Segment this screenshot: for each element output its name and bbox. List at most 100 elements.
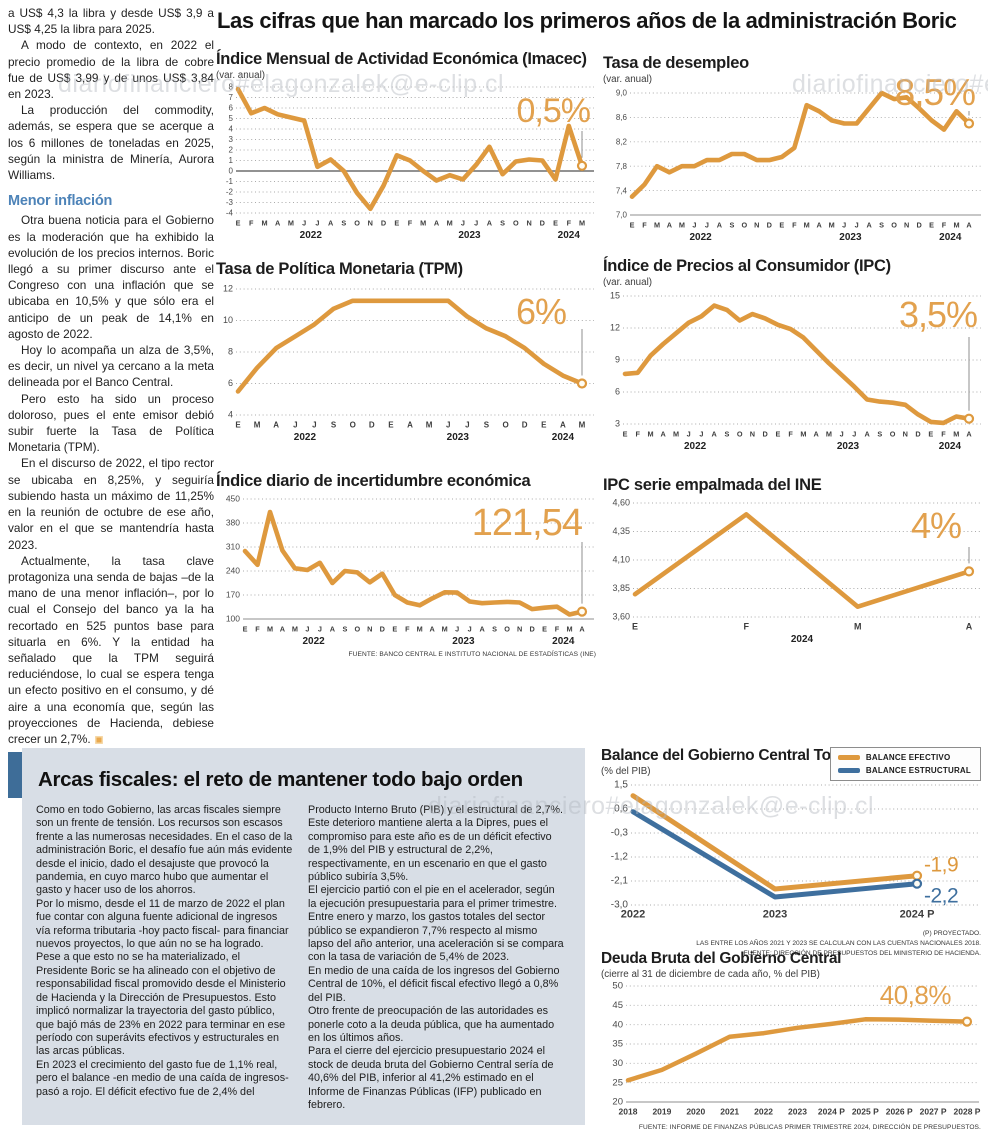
svg-text:M: M — [647, 429, 653, 438]
svg-text:N: N — [904, 220, 909, 229]
chart-value-callout: 6% — [515, 291, 567, 332]
svg-text:A: A — [273, 420, 279, 429]
legend-item: BALANCE EFECTIVO — [837, 753, 971, 762]
svg-text:4: 4 — [228, 410, 233, 420]
svg-text:J: J — [446, 420, 450, 429]
svg-text:A: A — [479, 624, 485, 633]
svg-text:S: S — [331, 420, 337, 429]
svg-text:M: M — [854, 621, 862, 631]
chart-subtitle: (% del PIB) — [601, 765, 651, 777]
svg-text:2020: 2020 — [686, 1106, 705, 1116]
svg-text:M: M — [579, 218, 585, 227]
chart-title: IPC serie empalmada del INE — [603, 476, 822, 494]
svg-text:F: F — [635, 429, 640, 438]
article-paragraph: Pero esto ha sido un proceso doloroso, p… — [8, 391, 214, 455]
svg-text:F: F — [408, 218, 413, 227]
fiscal-paragraph: El ejercicio partió con el pie en el ace… — [308, 884, 564, 964]
svg-text:D: D — [540, 218, 545, 227]
svg-text:A: A — [330, 624, 336, 633]
svg-text:E: E — [553, 218, 558, 227]
svg-text:A: A — [813, 429, 819, 438]
svg-text:E: E — [632, 621, 638, 631]
svg-text:2022: 2022 — [684, 441, 707, 452]
svg-text:E: E — [235, 420, 241, 429]
fiscal-column-2: Producto Interno Bruto (PIB) y el estruc… — [308, 804, 566, 1112]
svg-text:E: E — [623, 429, 628, 438]
svg-text:E: E — [394, 218, 399, 227]
svg-text:E: E — [541, 420, 547, 429]
article-subhead: Menor inflación — [8, 193, 113, 210]
chart-source: FUENTE: BANCO CENTRAL E INSTITUTO NACION… — [348, 650, 596, 658]
chart-title: Tasa de Política Monetaria (TPM) — [216, 260, 463, 278]
svg-text:E: E — [236, 218, 241, 227]
chart-source: FUENTE: INFORME DE FINANZAS PÚBLICAS PRI… — [638, 1123, 981, 1131]
chart-plot: 12 10 8 6 4 E M A J J S O D E A M J J S O D E A M 2022 2023 2024 — [216, 279, 596, 447]
svg-text:D: D — [381, 218, 386, 227]
chart-title: Balance del Gobierno Central Total — [601, 747, 849, 764]
svg-text:25: 25 — [612, 1077, 623, 1088]
svg-text:2022: 2022 — [754, 1106, 773, 1116]
svg-text:2: 2 — [229, 146, 234, 155]
fiscal-paragraph: Producto Interno Bruto (PIB) y el estruc… — [308, 804, 564, 884]
svg-text:F: F — [792, 220, 797, 229]
chart-subtitle: (var. anual) — [603, 276, 653, 288]
chart-value-callout: 3,5% — [898, 294, 978, 335]
svg-text:J: J — [855, 220, 859, 229]
fiscal-paragraph: En medio de una caída de los ingresos de… — [308, 964, 560, 1004]
svg-text:A: A — [487, 218, 493, 227]
svg-text:2022: 2022 — [689, 232, 712, 243]
svg-text:M: M — [673, 429, 679, 438]
svg-text:S: S — [500, 218, 505, 227]
svg-text:F: F — [788, 429, 793, 438]
svg-text:2023: 2023 — [839, 232, 862, 243]
svg-text:M: M — [800, 429, 806, 438]
chart-title: Índice de Precios al Consumidor (IPC) — [603, 257, 891, 275]
svg-text:M: M — [261, 218, 267, 227]
svg-text:A: A — [661, 429, 667, 438]
svg-text:M: M — [426, 420, 433, 429]
svg-text:M: M — [417, 624, 423, 633]
svg-text:2024 P: 2024 P — [818, 1106, 845, 1116]
svg-text:M: M — [442, 624, 448, 633]
svg-text:4: 4 — [229, 125, 234, 134]
svg-text:M: M — [292, 624, 298, 633]
svg-text:2025 P: 2025 P — [852, 1106, 879, 1116]
svg-text:0: 0 — [229, 167, 234, 176]
svg-text:O: O — [891, 220, 897, 229]
svg-text:-2: -2 — [226, 188, 234, 197]
svg-text:M: M — [579, 420, 586, 429]
svg-text:J: J — [315, 218, 319, 227]
chart-title: Deuda Bruta del Gobierno Central — [601, 950, 842, 967]
chart-subtitle: (cierre al 31 de diciembre de cada año, … — [601, 968, 820, 980]
svg-text:M: M — [420, 218, 426, 227]
svg-text:9: 9 — [615, 355, 620, 365]
chart-value-callout: 4% — [910, 505, 962, 546]
svg-text:2026 P: 2026 P — [886, 1106, 913, 1116]
svg-text:M: M — [654, 220, 660, 229]
copper-article: a US$ 4,3 la libra y desde US$ 3,9 a US$… — [8, 5, 214, 747]
svg-text:A: A — [430, 624, 436, 633]
svg-text:-3: -3 — [226, 198, 234, 207]
svg-text:2024: 2024 — [791, 634, 814, 645]
svg-text:F: F — [555, 624, 560, 633]
svg-text:30: 30 — [612, 1058, 623, 1069]
chart-plot: 9,0 8,6 8,2 7,8 7,4 7,0 E F M A M J J A S O N D E F M A M J J A S O… — [603, 85, 983, 245]
imacec-chart: Índice Mensual de Actividad Económica (I… — [216, 50, 596, 243]
svg-text:7,4: 7,4 — [616, 186, 628, 195]
svg-text:2024 P: 2024 P — [900, 908, 935, 920]
chart-value-callout: 0,5% — [516, 92, 591, 130]
svg-text:D: D — [916, 220, 921, 229]
svg-text:A: A — [579, 624, 585, 633]
svg-text:2024: 2024 — [552, 432, 575, 443]
svg-text:O: O — [513, 218, 519, 227]
svg-text:D: D — [529, 624, 534, 633]
svg-text:7: 7 — [229, 93, 234, 102]
svg-text:2023: 2023 — [447, 432, 470, 443]
fiscal-paragraph: Por lo mismo, desde el 11 de marzo de 20… — [36, 897, 289, 951]
svg-text:A: A — [866, 220, 872, 229]
svg-text:6: 6 — [229, 104, 234, 113]
svg-text:E: E — [630, 220, 635, 229]
svg-text:6: 6 — [228, 378, 233, 388]
svg-text:E: E — [775, 429, 780, 438]
